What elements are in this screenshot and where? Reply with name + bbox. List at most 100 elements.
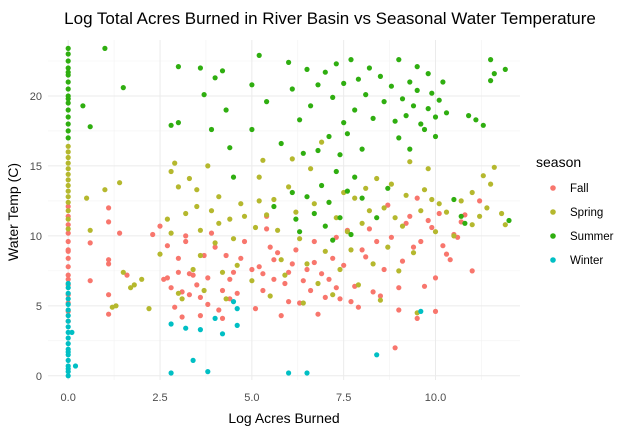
data-point-spring [264,212,270,218]
data-point-fall [396,307,402,313]
data-point-fall [264,226,270,232]
data-point-spring [65,166,71,172]
data-point-summer [403,113,409,119]
data-point-fall [267,244,273,250]
data-point-summer [359,195,365,201]
data-point-spring [175,290,181,296]
legend-label-summer: Summer [570,231,614,243]
data-point-fall [311,238,317,245]
data-point-winter [65,280,71,287]
data-point-spring [267,293,273,299]
data-point-summer [315,82,321,88]
data-point-fall [106,261,112,267]
data-point-spring [319,139,325,145]
data-point-summer [488,78,494,84]
data-point-fall [414,195,420,201]
data-point-fall [117,230,123,236]
data-point-fall [197,294,203,300]
data-point-fall [65,255,71,261]
data-point-fall [65,203,71,210]
data-point-spring [190,266,196,273]
data-point-spring [377,297,383,303]
data-point-spring [502,222,508,228]
data-point-fall [186,292,192,298]
data-point-spring [359,220,365,226]
legend-label-winter: Winter [570,255,603,267]
data-point-fall [271,276,277,282]
data-point-fall [337,296,343,302]
data-point-fall [410,244,417,250]
data-point-summer [366,65,372,71]
data-point-spring [65,154,71,161]
data-point-fall [183,238,189,245]
data-point-spring [65,143,71,149]
data-point-fall [436,210,442,217]
data-point-summer [65,69,71,75]
data-point-spring [65,177,71,183]
data-point-spring [469,189,475,196]
data-point-spring [458,198,464,204]
data-point-spring [388,181,394,187]
data-point-fall [440,243,446,249]
data-point-fall [208,230,215,236]
data-point-spring [300,300,306,306]
data-point-summer [65,100,71,106]
data-point-fall [227,276,233,282]
data-point-summer [65,121,71,127]
data-point-summer [175,64,181,70]
data-point-spring [234,262,240,268]
data-point-summer [506,217,512,224]
data-point-fall [421,283,428,289]
data-point-fall [366,226,372,232]
data-point-spring [260,157,266,163]
data-point-fall [87,278,93,284]
data-point-summer [407,146,413,152]
data-point-spring [484,205,490,211]
data-point-summer [425,106,431,112]
data-point-summer [223,107,229,113]
data-point-fall [443,251,450,257]
data-point-summer [219,68,226,74]
data-point-winter [374,352,380,358]
data-point-summer [249,126,255,133]
data-point-fall [172,304,178,310]
data-point-fall [403,220,409,226]
data-point-summer [344,131,350,137]
data-point-fall [106,292,112,298]
data-point-spring [425,166,431,172]
data-point-summer [399,96,406,102]
data-point-winter [168,370,174,376]
data-point-fall [227,296,233,302]
legend-key-spring [550,209,556,215]
data-point-spring [491,164,497,170]
data-point-fall [300,278,306,284]
data-point-fall [106,311,112,317]
data-point-fall [319,271,325,277]
data-point-spring [179,296,185,302]
data-point-summer [311,210,317,217]
data-point-spring [370,261,376,267]
data-point-winter [234,322,240,328]
data-point-summer [175,120,181,126]
data-point-fall [201,252,207,259]
data-point-summer [80,103,86,109]
data-point-spring [374,175,380,182]
data-point-spring [65,182,71,189]
data-point-spring [355,282,361,288]
data-point-winter [65,373,71,379]
data-point-fall [286,299,292,305]
data-point-spring [330,292,336,298]
data-point-spring [194,203,200,210]
data-point-summer [333,61,339,67]
legend-label-spring: Spring [570,207,603,219]
data-point-spring [488,181,494,187]
data-point-fall [271,257,277,263]
data-point-fall [418,238,424,245]
data-point-spring [113,303,119,309]
data-point-winter [65,285,71,291]
data-point-fall [370,289,376,295]
data-point-summer [227,145,233,151]
data-point-spring [65,188,71,194]
data-point-fall [106,257,112,263]
